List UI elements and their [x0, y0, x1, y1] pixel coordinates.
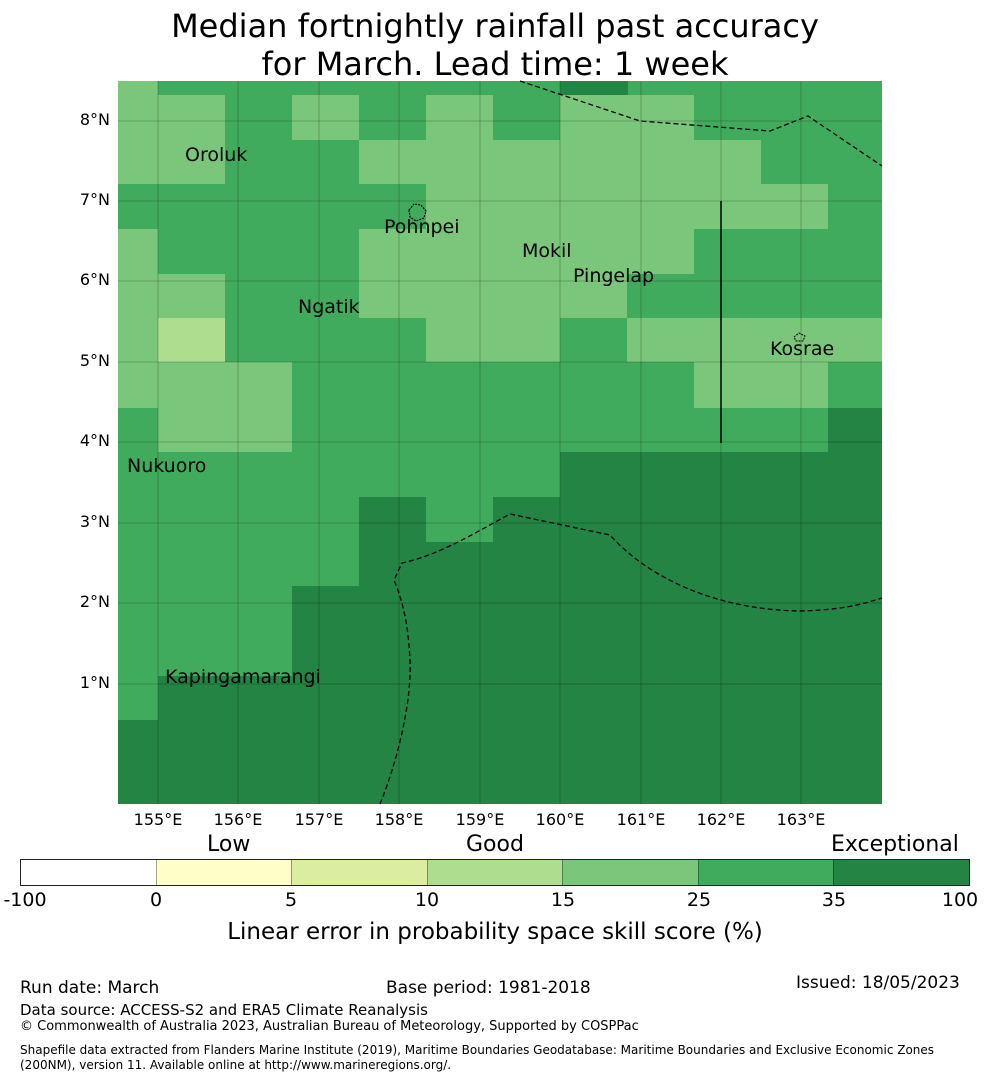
base-period: Base period: 1981-2018	[386, 978, 591, 998]
grid-cell	[118, 229, 158, 408]
colorbar-segment-7	[833, 860, 970, 885]
lat-tick-3n: 3°N	[79, 512, 110, 531]
island-label-pingelap: Pingelap	[573, 265, 654, 287]
grid-cell	[426, 318, 560, 362]
lat-tick-2n: 2°N	[79, 592, 110, 611]
issued-date: Issued: 18/05/2023	[796, 973, 960, 993]
eez-boundary-south	[379, 513, 883, 805]
colorbar-segment-4	[426, 860, 563, 885]
grid-cell	[627, 318, 882, 362]
colorbar-tick-25: 25	[686, 889, 712, 911]
grid-cell	[359, 274, 627, 318]
category-exceptional: Exceptional	[831, 832, 959, 857]
lat-tick-4n: 4°N	[79, 431, 110, 450]
grid-cell	[292, 95, 359, 140]
colorbar-segment-3	[291, 860, 427, 885]
grid-cell	[560, 452, 882, 804]
grid-cell	[694, 362, 828, 408]
data-source: Data source: ACCESS-S2 and ERA5 Climate …	[20, 1001, 428, 1019]
colorbar-segment-2	[155, 860, 292, 885]
skill-grid-cells	[118, 81, 882, 804]
colorbar-tick-5: 5	[284, 889, 298, 911]
lat-tick-7n: 7°N	[79, 190, 110, 209]
island-label-nukuoro: Nukuoro	[127, 455, 206, 477]
lat-tick-5n: 5°N	[79, 351, 110, 370]
colorbar	[20, 859, 970, 886]
colorbar-segment-6	[697, 860, 834, 885]
map-gridlines	[118, 81, 882, 804]
lon-tick-156e: 156°E	[213, 810, 263, 829]
eez-boundary-north	[519, 80, 883, 167]
grid-cell	[118, 720, 158, 804]
colorbar-tick-0: 0	[149, 889, 163, 911]
lat-tick-1n: 1°N	[79, 673, 110, 692]
grid-cell	[158, 318, 225, 362]
island-labels: Oroluk Pohnpei Mokil Pingelap Ngatik Kos…	[127, 144, 834, 688]
colorbar-segment-5	[562, 860, 698, 885]
colorbar-tick-10: 10	[414, 889, 440, 911]
lat-tick-6n: 6°N	[79, 270, 110, 289]
shapefile-credit-line-2: (200NM), version 11. Available online at…	[20, 1058, 452, 1072]
island-label-kapingamarangi: Kapingamarangi	[165, 666, 321, 688]
lon-tick-155e: 155°E	[133, 810, 183, 829]
grid-cell	[359, 140, 761, 184]
lon-tick-159e: 159°E	[455, 810, 505, 829]
lon-tick-161e: 161°E	[616, 810, 666, 829]
island-label-pohnpei: Pohnpei	[384, 216, 460, 238]
eez-boundaries	[379, 80, 883, 805]
island-label-kosrae: Kosrae	[770, 338, 834, 360]
copyright-notice: © Commonwealth of Australia 2023, Austra…	[20, 1019, 639, 1034]
island-label-mokil: Mokil	[522, 240, 572, 262]
shapefile-credit-line-1: Shapefile data extracted from Flanders M…	[20, 1043, 935, 1057]
grid-cell	[158, 274, 225, 318]
lon-tick-162e: 162°E	[696, 810, 746, 829]
grid-cell	[158, 676, 292, 804]
map-title-line-1: Median fortnightly rainfall past accurac…	[171, 7, 819, 45]
colorbar-label: Linear error in probability space skill …	[227, 919, 763, 945]
lon-tick-158e: 158°E	[374, 810, 424, 829]
grid-cell	[560, 81, 628, 95]
colorbar-tick-100: 100	[941, 889, 979, 911]
colorbar-tick-minus100: -100	[3, 889, 47, 911]
grid-cell	[828, 408, 882, 452]
lon-tick-157e: 157°E	[294, 810, 344, 829]
category-low: Low	[207, 832, 251, 857]
grid-cell	[359, 497, 426, 804]
skill-map: Oroluk Pohnpei Mokil Pingelap Ngatik Kos…	[118, 80, 883, 805]
grid-cell	[158, 95, 225, 184]
island-label-ngatik: Ngatik	[298, 296, 360, 318]
colorbar-tick-35: 35	[821, 889, 847, 911]
grid-cell	[426, 542, 493, 804]
grid-cell	[359, 229, 426, 274]
run-date: Run date: March	[20, 978, 160, 998]
grid-cell	[426, 184, 828, 229]
lat-tick-8n: 8°N	[79, 110, 110, 129]
kosrae-island-outline	[793, 332, 806, 342]
grid-cell	[118, 81, 158, 184]
grid-cell	[426, 95, 493, 140]
colorbar-tick-15: 15	[550, 889, 576, 911]
lon-tick-163e: 163°E	[776, 810, 826, 829]
colorbar-segment-1	[21, 860, 156, 885]
grid-cell	[292, 586, 359, 804]
grid-cell	[493, 497, 560, 804]
lon-tick-160e: 160°E	[535, 810, 585, 829]
island-label-oroluk: Oroluk	[185, 144, 247, 166]
map-title-line-2: for March. Lead time: 1 week	[261, 45, 729, 83]
grid-cell	[560, 95, 694, 140]
grid-cell	[426, 229, 694, 274]
category-good: Good	[466, 832, 524, 857]
grid-cell	[158, 362, 292, 452]
